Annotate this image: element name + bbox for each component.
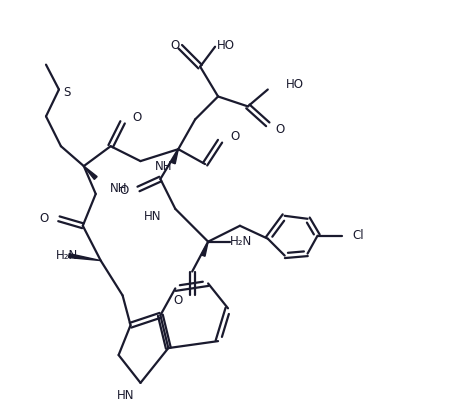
Text: NH: NH xyxy=(154,160,172,173)
Polygon shape xyxy=(171,149,178,164)
Text: O: O xyxy=(170,39,180,52)
Text: O: O xyxy=(173,294,182,307)
Polygon shape xyxy=(201,242,208,256)
Text: O: O xyxy=(119,184,128,198)
Text: HN: HN xyxy=(117,389,134,402)
Text: O: O xyxy=(40,212,49,225)
Text: HO: HO xyxy=(286,78,304,91)
Text: O: O xyxy=(230,130,239,143)
Text: Cl: Cl xyxy=(352,229,364,242)
Text: HN: HN xyxy=(144,210,161,223)
Polygon shape xyxy=(84,166,97,179)
Text: H₂N: H₂N xyxy=(56,249,78,262)
Text: NH: NH xyxy=(110,183,127,196)
Text: HO: HO xyxy=(217,39,235,52)
Polygon shape xyxy=(69,254,101,260)
Text: S: S xyxy=(63,85,70,98)
Text: H₂N: H₂N xyxy=(230,235,252,248)
Text: O: O xyxy=(276,123,285,136)
Text: O: O xyxy=(133,111,142,124)
